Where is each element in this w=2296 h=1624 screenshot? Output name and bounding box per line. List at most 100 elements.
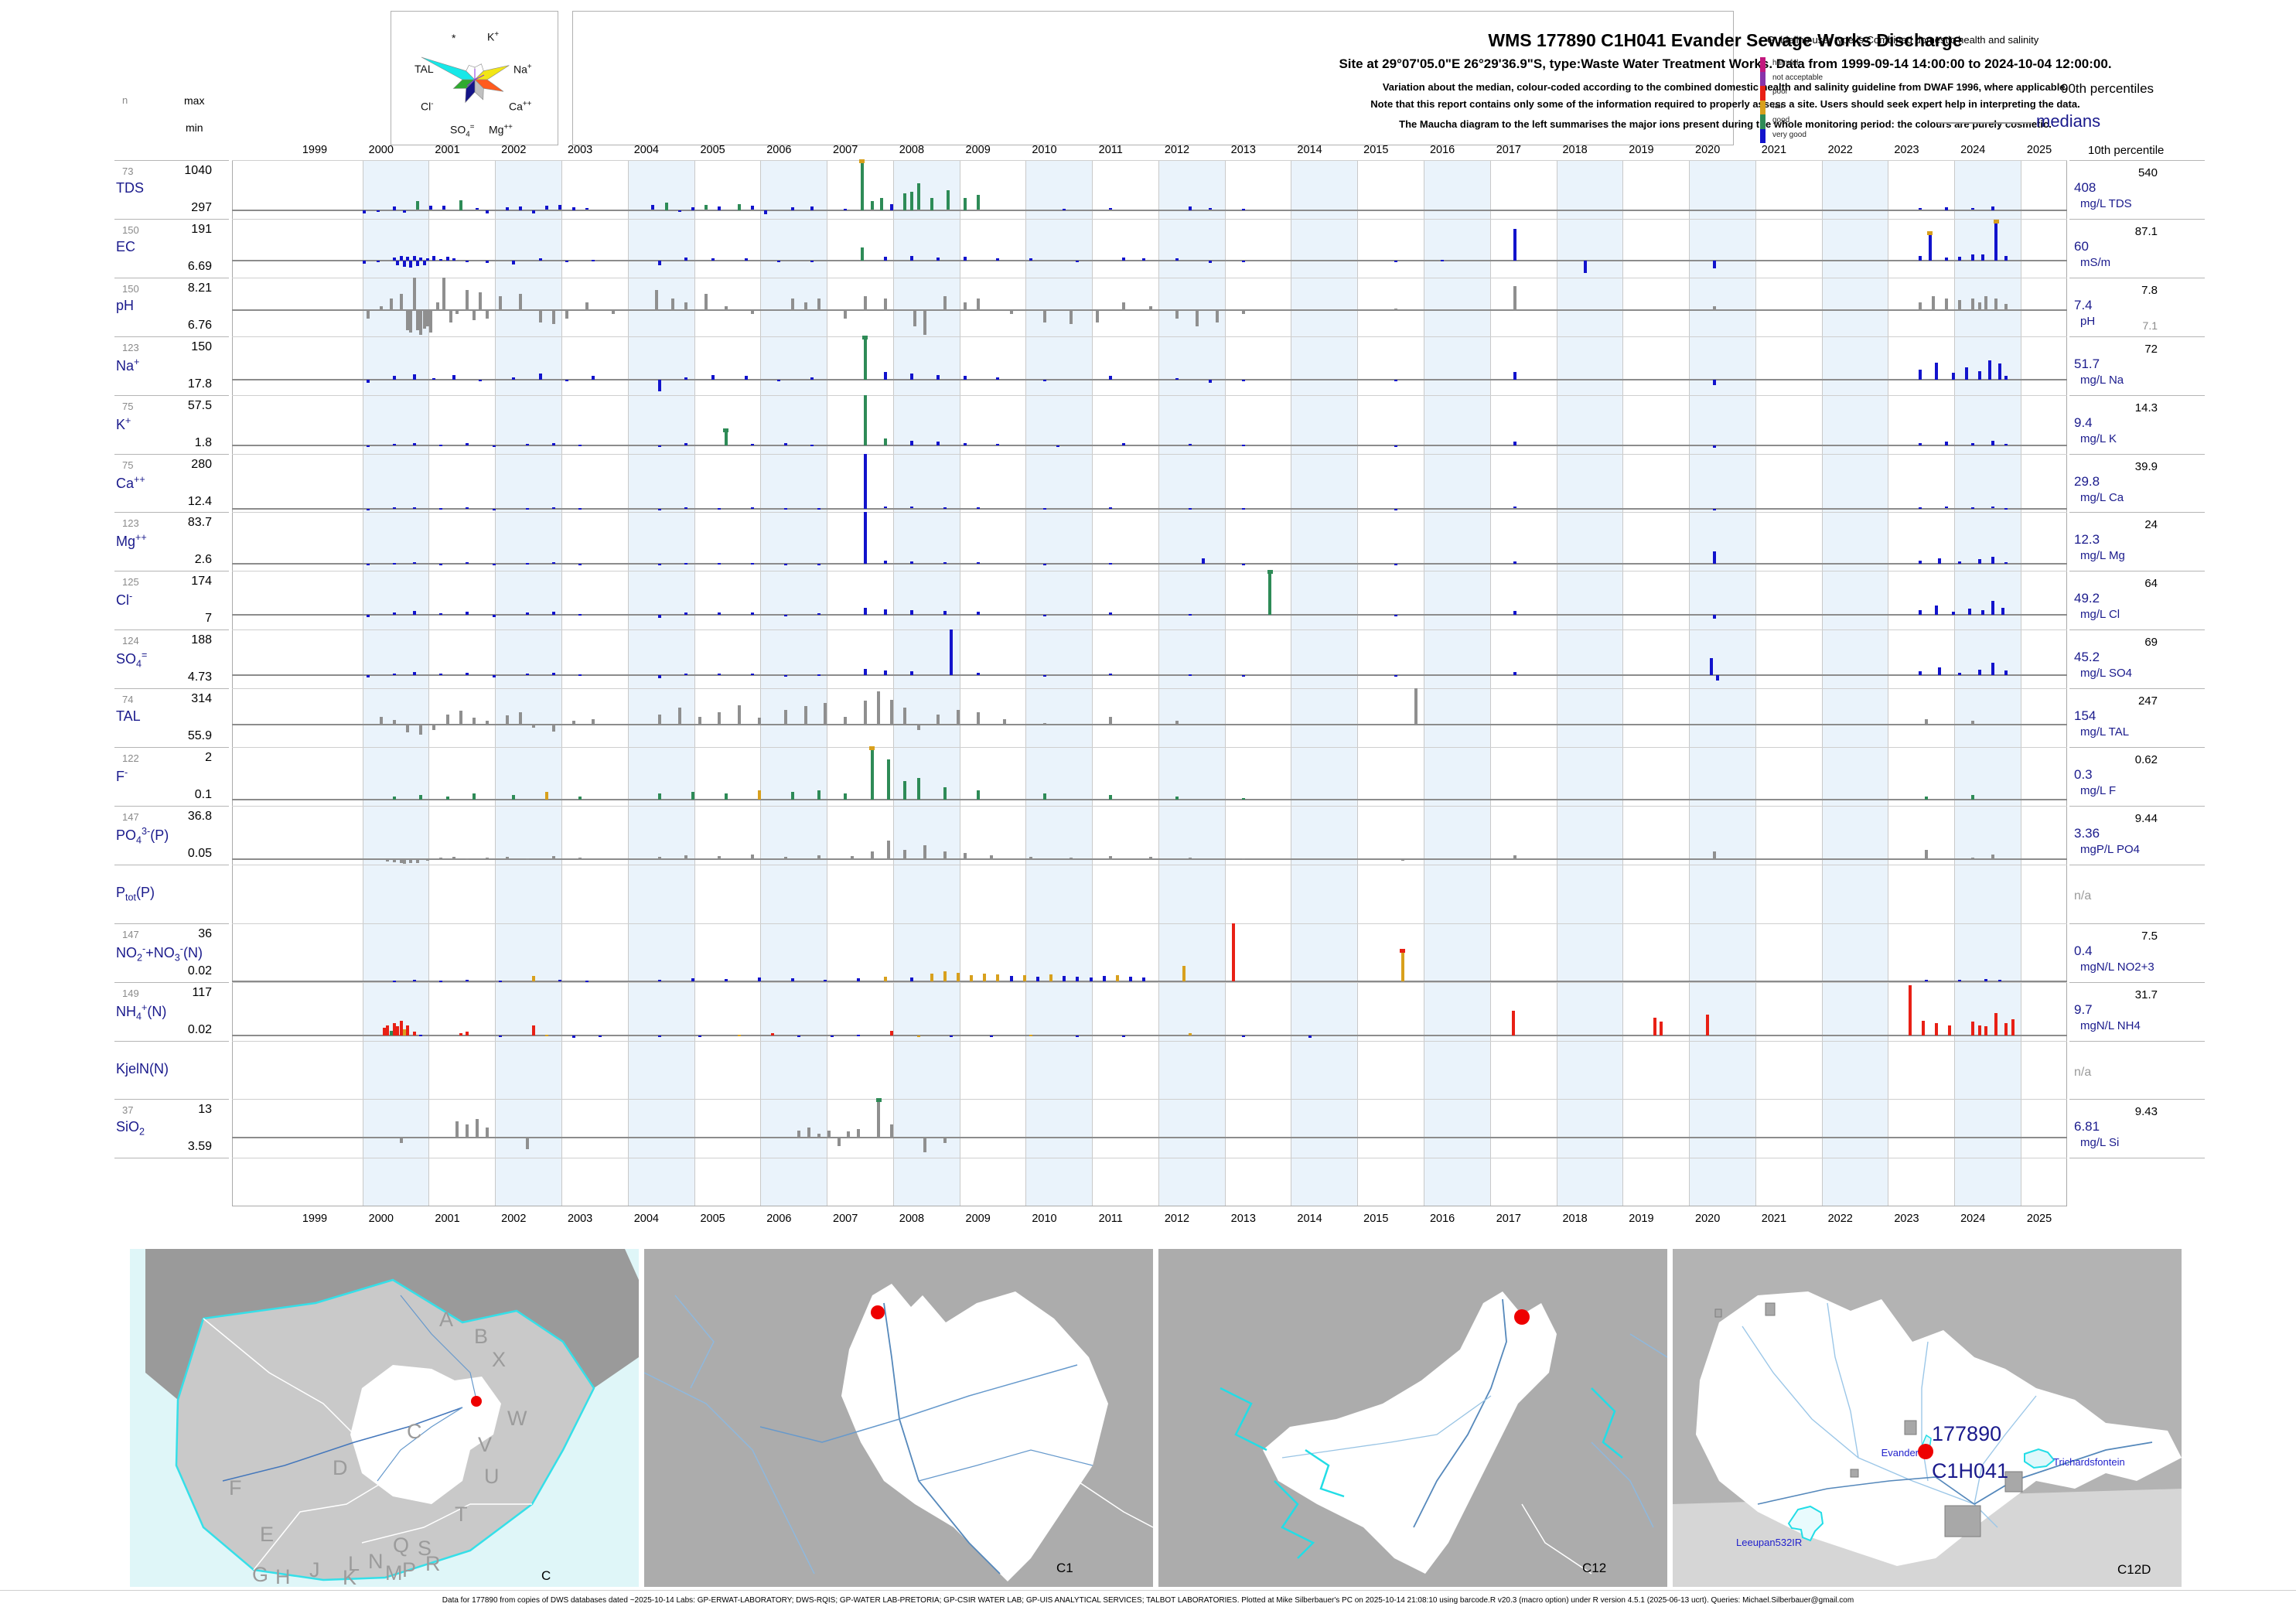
data-bar [466,442,469,446]
legend-swatch-not-acceptable [1760,71,1765,86]
data-bar [817,1133,820,1138]
stat-unit: mg/L K [2080,432,2117,445]
data-bar [1944,207,1948,210]
data-bar [1414,688,1418,725]
data-bar [1109,716,1113,725]
data-bar [439,674,442,676]
data-bar [558,980,562,982]
data-bar [492,564,496,566]
stat-p90: 39.9 [2134,459,2158,473]
drainage-letter-D: D [333,1456,348,1479]
row-min-value: 7 [205,612,212,626]
data-bar [592,718,595,725]
data-bar [571,721,575,725]
data-bar [658,856,661,859]
data-bar [1400,949,1404,981]
data-bar [1029,258,1033,261]
stat-unit: mgP/L PO4 [2080,842,2140,856]
data-bar [1958,980,1962,982]
data-bar [466,858,469,860]
year-band [495,161,562,1206]
stat-median: 3.36 [2074,825,2100,841]
data-bar [439,857,442,859]
drainage-letter-V: V [478,1433,492,1456]
data-bar [505,207,509,210]
data-bar [1994,1012,1998,1036]
data-bar [883,560,887,565]
stat-unit: mg/L Ca [2080,490,2124,504]
data-bar [1513,561,1517,565]
row-separator-right [2069,1099,2205,1100]
data-bar [1994,220,1998,261]
data-bar [525,444,529,446]
data-bar [976,298,980,311]
data-bar [1268,571,1272,615]
data-bar [2004,376,2008,380]
data-bar [1148,856,1152,859]
maucha-label-ca: Ca++ [509,100,532,113]
data-bar [466,612,469,615]
data-bar [545,791,549,800]
axis-year-label: 2010 [1032,1213,1057,1225]
parameter-label: Na+ [116,356,140,374]
data-bar [1991,440,1994,446]
data-bar [923,1138,927,1152]
axis-year-label: 2025 [2026,1213,2052,1225]
data-bar [476,208,479,210]
drainage-letter-X: X [492,1348,506,1371]
data-bar [863,394,867,446]
drainage-letter-C: C [407,1420,422,1443]
data-bar [996,377,1000,380]
data-bar [432,725,436,731]
data-bar [565,310,568,319]
data-bar [499,1035,503,1038]
row-separator-right [2069,160,2205,161]
legend-label: fair [1772,101,1783,111]
data-bar [860,247,864,261]
year-gridline [1489,161,1491,1206]
data-bar [1122,257,1126,261]
data-bar [797,1035,801,1037]
data-bar [1984,1026,1988,1036]
data-bar [412,671,416,676]
legend-label: not acceptable [1772,73,1823,82]
data-bar [402,859,406,864]
data-bar [402,1029,406,1036]
data-bar [1991,662,1994,676]
data-bar [409,310,413,333]
data-bar [658,380,661,392]
stat-p90: 24 [2144,518,2158,532]
data-bar [943,971,947,981]
data-bar [1997,979,2001,981]
data-bar [757,718,761,725]
data-bar [1944,257,1948,261]
data-bar [1189,613,1192,616]
data-bar [817,855,820,859]
data-bar [1971,208,1975,210]
data-bar [538,373,542,380]
row-separator-right [2069,218,2205,220]
data-bar [1712,551,1716,565]
axis-year-label: 2014 [1297,144,1322,156]
data-bar [684,377,688,380]
axis-year-label: 2006 [766,1213,792,1225]
data-bar [943,611,947,615]
data-bar [718,206,722,210]
data-bar [870,851,874,859]
sample-count: 124 [122,635,139,647]
data-bar [744,258,748,261]
data-bar [532,210,535,213]
data-bar [784,709,787,725]
row-separator-left [114,805,229,807]
data-bar [466,290,469,311]
data-bar [1394,380,1398,382]
data-bar [817,507,820,510]
data-bar [890,1030,894,1036]
median-baseline [232,379,2067,381]
year-gridline [1689,161,1690,1206]
row-separator [232,747,2067,748]
sample-count: 73 [122,165,134,177]
stat-unit: mg/L TAL [2080,725,2130,739]
axis-year-label: 2009 [965,144,991,156]
data-bar [1189,206,1192,210]
